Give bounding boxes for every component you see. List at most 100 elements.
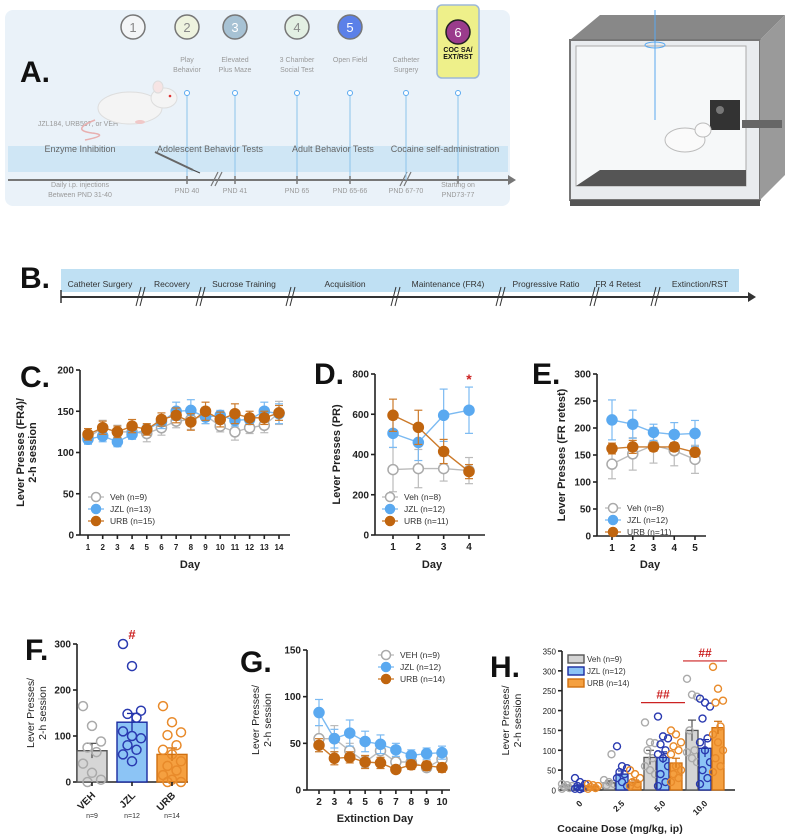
data-point	[437, 462, 450, 475]
y-tick-label: 250	[574, 397, 591, 408]
data-point	[412, 462, 425, 475]
panel-label-c: C.	[20, 361, 50, 394]
x-tick-label: 5	[362, 797, 368, 808]
section-adolescent-tests: Adolescent Behavior Tests	[157, 144, 263, 154]
series-veh	[387, 446, 475, 493]
y-axis-title: Lever Presses (PR)	[331, 404, 343, 505]
individual-point	[695, 694, 705, 703]
x-tick-label: 2.5	[611, 798, 627, 814]
legend-label: VEH (n=9)	[400, 650, 440, 660]
x-tick-label: 10	[216, 543, 225, 552]
phase-label: Recovery	[154, 279, 191, 289]
data-point	[141, 423, 153, 436]
individual-point	[557, 784, 567, 794]
x-tick-label: 5	[145, 543, 150, 552]
y-tick-label: 100	[57, 448, 74, 459]
data-point	[199, 405, 212, 417]
step-4-pin-head	[294, 90, 300, 96]
data-point	[185, 416, 197, 428]
series-jzl	[82, 399, 285, 448]
x-tick-label: URB	[155, 790, 178, 813]
panel-a-timeline: 1 2 Play Behavior PND 40 3 Elevated Plus Maze PN…	[5, 4, 516, 206]
legend-marker	[607, 502, 619, 514]
data-point	[155, 413, 168, 426]
x-tick-label: 10.0	[691, 798, 710, 817]
axis-break	[495, 286, 502, 307]
individual-point	[586, 782, 595, 792]
individual-point	[82, 742, 93, 753]
legend-label: JZL (n=12)	[400, 662, 441, 672]
axis-break	[139, 286, 146, 307]
panel-label-a: A.	[20, 56, 50, 89]
y-tick-label: 150	[284, 646, 301, 657]
step-2-pin-head	[184, 90, 190, 96]
axis-break	[499, 286, 506, 307]
x-tick-label: 4	[130, 543, 135, 552]
data-point	[390, 763, 402, 776]
n-label: n=12	[124, 813, 140, 820]
individual-point	[645, 738, 655, 747]
step-1-circle	[120, 14, 146, 40]
y-tick-label: 0	[65, 778, 71, 789]
individual-point	[716, 722, 725, 731]
individual-point	[687, 690, 697, 699]
injection-line-2: Between PND 31-40	[48, 192, 112, 199]
data-point	[214, 413, 226, 426]
axis-break	[589, 286, 596, 307]
individual-point	[716, 761, 725, 771]
individual-point	[640, 718, 650, 727]
panel-a-background	[5, 10, 510, 206]
individual-point	[653, 750, 663, 759]
individual-point	[674, 773, 683, 783]
step-4-number: 4	[293, 20, 300, 35]
series-jzl	[606, 399, 701, 447]
individual-point	[695, 779, 705, 789]
x-axis-title: Cocaine Dose (mg/kg, ip)	[557, 823, 682, 835]
individual-point	[682, 674, 692, 683]
x-tick-label: 1	[390, 542, 396, 553]
axis-break	[654, 286, 661, 307]
x-tick-label: 10	[436, 797, 448, 808]
individual-point	[77, 700, 89, 712]
step-5-circle	[337, 14, 363, 40]
individual-point	[122, 708, 133, 720]
phase-label: Sucrose Training	[212, 279, 276, 289]
phase-label: Extinction/RST	[672, 279, 728, 289]
y-tick-label: 800	[352, 370, 369, 381]
section-enzyme-inhibition: Enzyme Inhibition	[44, 144, 115, 154]
significance-marker: ##	[656, 688, 670, 702]
x-tick-label: 14	[275, 543, 284, 552]
legend-swatch	[567, 654, 585, 664]
x-tick-label: 6	[159, 543, 164, 552]
x-tick-label: 9	[203, 543, 208, 552]
y-tick-label: 300	[543, 667, 557, 676]
y-axis-title: Lever Presses/	[250, 685, 262, 755]
legend-label: Veh (n=9)	[110, 492, 147, 502]
y-tick-label: 100	[543, 747, 557, 756]
x-tick-label: 11	[231, 543, 240, 552]
legend-marker	[384, 491, 396, 503]
legend-marker	[380, 649, 392, 661]
individual-point	[656, 769, 665, 779]
individual-point	[162, 760, 173, 772]
y-tick-label: 200	[543, 707, 557, 716]
legend-label: JZL (n=13)	[110, 504, 151, 514]
individual-point	[175, 776, 187, 788]
individual-point	[575, 785, 585, 794]
data-point	[606, 458, 618, 470]
data-point	[273, 407, 285, 419]
step-2-title: Behavior	[173, 67, 201, 74]
data-point	[229, 426, 241, 438]
schedule-phases: Catheter Surgery Recovery Sucrose Training…	[68, 279, 728, 307]
y-tick-label: 600	[352, 410, 369, 421]
y-tick-label: 0	[585, 532, 591, 543]
individual-point	[117, 749, 129, 760]
individual-point	[658, 732, 668, 741]
data-point	[463, 465, 475, 478]
individual-point	[708, 767, 718, 777]
injection-line-1: Daily i.p. injections	[51, 182, 109, 189]
y-axis-title: Lever Presses/	[25, 678, 37, 748]
data-point	[689, 446, 701, 459]
individual-point	[95, 774, 107, 785]
x-tick-label: JZL	[118, 790, 138, 810]
